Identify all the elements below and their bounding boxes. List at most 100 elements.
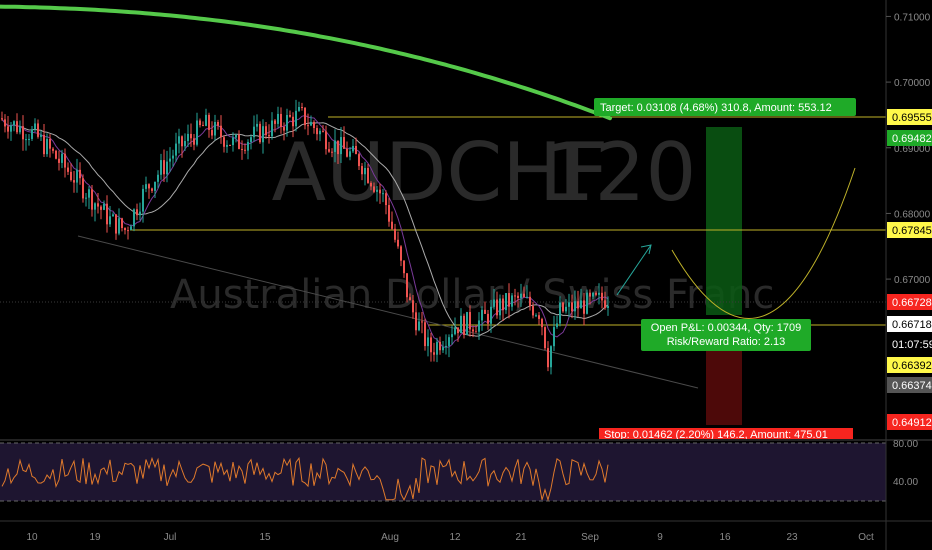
pnl-tag[interactable]: Open P&L: 0.00344, Qty: 1709 Risk/Reward…	[641, 319, 811, 351]
candle-body	[346, 148, 348, 157]
time-axis[interactable]: 10 19 Jul 15 Aug 12 21 Sep 9 16 23 Oct	[26, 532, 874, 543]
candle-body	[568, 302, 570, 307]
stop-tag[interactable]: Stop: 0.01462 (2.20%) 146.2, Amount: 475…	[599, 428, 853, 441]
candle-body	[598, 292, 600, 295]
candle-body	[499, 298, 501, 316]
candle-body	[589, 292, 591, 297]
candle-body	[565, 306, 567, 312]
candle-body	[85, 197, 87, 199]
candle-body	[196, 120, 198, 145]
candle-body	[337, 140, 339, 155]
candle-body	[418, 321, 420, 331]
candle-body	[544, 327, 546, 349]
candle-body	[232, 137, 234, 146]
candle-body	[289, 115, 291, 117]
candle-body	[241, 148, 243, 150]
candle-body	[430, 337, 432, 353]
candle-body	[22, 126, 24, 140]
candle-body	[436, 341, 438, 355]
candle-body	[55, 150, 57, 159]
time-tick-label: 19	[89, 532, 101, 543]
candle-body	[463, 315, 465, 335]
time-tick-label: Jul	[164, 532, 177, 543]
candle-body	[550, 346, 552, 368]
candle-body	[13, 121, 15, 126]
candle-body	[220, 125, 222, 138]
candle-body	[178, 136, 180, 144]
candle-body	[175, 143, 177, 156]
candle-body	[244, 149, 246, 151]
candle-body	[112, 214, 114, 217]
candle-body	[514, 295, 516, 297]
time-tick-label: 16	[719, 532, 731, 543]
candle-body	[187, 133, 189, 142]
candle-body	[427, 337, 429, 347]
candle-body	[229, 144, 231, 146]
candle-body	[160, 160, 162, 175]
candle-body	[505, 293, 507, 311]
candle-body	[172, 155, 174, 159]
candle-body	[61, 153, 63, 163]
candle-body	[388, 205, 390, 222]
price-label: 0.66374	[892, 380, 932, 392]
candle-body	[52, 148, 54, 151]
candle-body	[37, 123, 39, 137]
candle-body	[274, 120, 276, 124]
candle-body	[445, 345, 447, 348]
candle-body	[424, 322, 426, 347]
rsi-tick-label: 80.00	[893, 439, 918, 450]
candle-body	[454, 327, 456, 335]
candle-body	[592, 292, 594, 297]
candle-body	[250, 137, 252, 142]
candle-body	[208, 114, 210, 130]
target-zone	[706, 127, 742, 315]
time-tick-label: 23	[786, 532, 798, 543]
candle-body	[151, 188, 153, 191]
target-tag[interactable]: Target: 0.03108 (4.68%) 310.8, Amount: 5…	[594, 98, 856, 116]
candle-body	[352, 145, 354, 152]
candle-body	[145, 184, 147, 189]
candle-body	[64, 153, 66, 168]
candle-body	[490, 306, 492, 324]
candle-body	[379, 189, 381, 194]
candle-body	[70, 171, 72, 181]
candle-body	[472, 329, 474, 332]
projection-arrow[interactable]	[616, 244, 652, 296]
candle-body	[340, 137, 342, 155]
candle-body	[238, 134, 240, 149]
candle-body	[133, 209, 135, 227]
watermark-interval: 120	[544, 126, 697, 219]
candle-body	[214, 121, 216, 136]
candle-body	[130, 226, 132, 231]
candle-body	[223, 137, 225, 147]
candle-body	[532, 306, 534, 316]
candle-body	[571, 302, 573, 312]
candlestick-series	[1, 99, 609, 375]
arc-curve[interactable]	[671, 167, 856, 319]
trend-line[interactable]	[77, 235, 699, 389]
candle-body	[46, 138, 48, 155]
time-tick-label: 15	[259, 532, 271, 543]
candle-body	[193, 138, 195, 145]
candle-body	[115, 214, 117, 234]
candle-body	[127, 230, 129, 232]
candle-body	[1, 118, 3, 120]
candle-body	[256, 123, 258, 127]
candle-body	[574, 301, 576, 312]
price-tick-label: 0.71000	[894, 12, 931, 23]
svg-text:Risk/Reward Ratio: 2.13: Risk/Reward Ratio: 2.13	[667, 336, 786, 348]
candle-body	[502, 298, 504, 311]
candle-body	[511, 295, 513, 307]
candle-body	[16, 121, 18, 133]
price-label: 0.67845	[892, 225, 932, 237]
candle-body	[325, 131, 327, 150]
candle-body	[484, 309, 486, 314]
price-axis[interactable]: 0.71000 0.70000 0.69000 0.68000 0.67000	[886, 12, 931, 286]
candle-body	[139, 211, 141, 216]
candle-body	[28, 138, 30, 140]
price-label-box	[887, 130, 932, 146]
price-tick-label: 0.70000	[894, 78, 931, 89]
time-tick-label: 12	[449, 532, 461, 543]
candle-body	[520, 293, 522, 299]
